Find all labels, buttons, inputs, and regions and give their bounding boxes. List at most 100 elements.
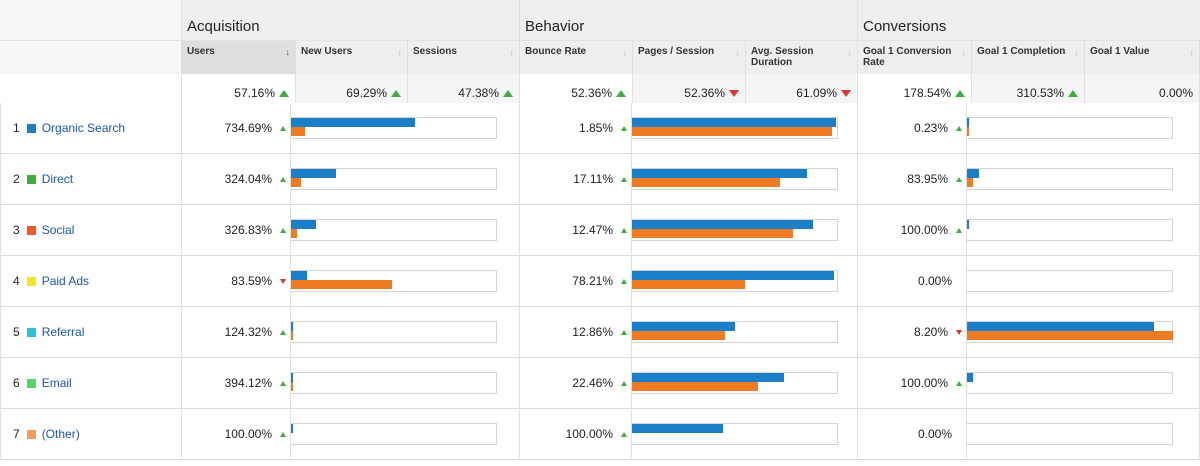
total-value-text: 57.16% [234, 86, 275, 100]
trend-down-icon [956, 330, 962, 336]
table-row: 7 (Other) 100.00% 100.00% 0.00% [0, 409, 1200, 460]
column-header-goal-1-conversion-rate[interactable]: Goal 1 Conversion Rate ↓ [858, 40, 972, 74]
bar-frame [291, 168, 497, 190]
column-header-goal-1-value[interactable]: Goal 1 Value ↓ [1085, 40, 1200, 74]
bar-previous [291, 280, 392, 289]
sort-icon[interactable]: ↓ [622, 47, 628, 57]
table-row: 5 Referral 124.32% 12.86% 8.20% [0, 307, 1200, 358]
column-header-users[interactable]: Users ↓ [182, 40, 296, 74]
sort-icon[interactable]: ↓ [847, 47, 853, 57]
channel-link[interactable]: Paid Ads [41, 274, 90, 288]
beh-value-cell: 17.11% [520, 154, 632, 205]
conv-value: 100.00% [900, 223, 948, 237]
sort-icon[interactable]: ↓ [1189, 47, 1195, 57]
bar-current [632, 373, 784, 382]
acq-bar-cell [291, 256, 520, 307]
row-label: 5 Referral [0, 307, 182, 358]
total-value: 52.36% [520, 74, 633, 103]
row-label: 2 Direct [0, 154, 182, 205]
total-value: 69.29% [296, 74, 408, 103]
conv-value-cell: 100.00% [858, 358, 967, 409]
column-header-goal-1-completion[interactable]: Goal 1 Completion ↓ [972, 40, 1085, 74]
acq-bar-cell [291, 409, 520, 460]
beh-value-cell: 100.00% [520, 409, 632, 460]
beh-bar-cell [632, 409, 858, 460]
column-header-pages-session[interactable]: Pages / Session ↓ [633, 40, 746, 74]
trend-up-icon [621, 279, 627, 285]
channel-color-swatch [26, 277, 36, 286]
trend-up-icon [503, 90, 513, 98]
sort-icon[interactable]: ↓ [1074, 47, 1080, 57]
conv-bar-cell [967, 409, 1200, 460]
sort-desc-icon[interactable]: ↓ [285, 47, 291, 57]
beh-value: 12.86% [572, 325, 613, 339]
beh-value: 78.21% [572, 274, 613, 288]
acq-value-cell: 326.83% [182, 205, 291, 256]
row-label: 1 Organic Search [0, 103, 182, 154]
beh-value: 22.46% [572, 376, 613, 390]
channel-color-swatch [26, 124, 36, 133]
bar-current [291, 220, 316, 229]
conv-bar-cell [967, 154, 1200, 205]
acq-value: 394.12% [224, 376, 272, 390]
bar-frame [967, 219, 1173, 241]
total-value-text: 61.09% [796, 86, 837, 100]
bar-frame [967, 270, 1173, 292]
sort-icon[interactable]: ↓ [509, 47, 515, 57]
bar-current [632, 118, 836, 127]
trend-up-icon [280, 228, 286, 234]
trend-up-icon [621, 330, 627, 336]
acq-bar-cell [291, 358, 520, 409]
table-row: 2 Direct 324.04% 17.11% 83.95% [0, 154, 1200, 205]
sort-icon[interactable]: ↓ [961, 47, 967, 57]
total-value-text: 0.00% [1158, 86, 1193, 100]
bar-previous [291, 382, 293, 391]
bar-current [291, 118, 415, 127]
channel-link[interactable]: Organic Search [41, 121, 126, 135]
conv-value-cell: 100.00% [858, 205, 967, 256]
channel-link[interactable]: Referral [41, 325, 85, 339]
bar-current [967, 373, 973, 382]
total-value-text: 69.29% [346, 86, 387, 100]
column-header-bounce-rate[interactable]: Bounce Rate ↓ [520, 40, 633, 74]
table-row: 3 Social 326.83% 12.47% 100.00% [0, 205, 1200, 256]
sort-icon[interactable]: ↓ [735, 47, 741, 57]
channel-color-swatch [26, 226, 36, 235]
total-value: 310.53% [972, 74, 1085, 103]
acq-value: 324.04% [224, 172, 272, 186]
beh-value-cell: 1.85% [520, 103, 632, 154]
bar-previous [291, 331, 293, 340]
conv-bar-cell [967, 358, 1200, 409]
conv-value: 100.00% [900, 376, 948, 390]
beh-value: 12.47% [572, 223, 613, 237]
column-header-new-users[interactable]: New Users ↓ [296, 40, 408, 74]
total-value: 61.09% [746, 74, 858, 103]
row-index: 3 [13, 223, 20, 237]
column-header-row: Users ↓ New Users ↓ Sessions ↓ Bounce Rate ↓ Pag… [0, 40, 1200, 74]
channel-link[interactable]: Social [41, 223, 75, 237]
beh-value-cell: 78.21% [520, 256, 632, 307]
bar-frame [291, 321, 497, 343]
total-value: 0.00% [1085, 74, 1200, 103]
conv-value-cell: 8.20% [858, 307, 967, 358]
channel-link[interactable]: (Other) [41, 427, 80, 441]
channel-link[interactable]: Direct [41, 172, 74, 186]
column-header-label: New Users [301, 46, 353, 57]
channel-link[interactable]: Email [41, 376, 72, 390]
column-header-avg-session-duration[interactable]: Avg. Session Duration ↓ [746, 40, 858, 74]
row-index: 5 [13, 325, 20, 339]
bar-previous [291, 178, 301, 187]
bar-previous [967, 127, 969, 136]
column-header-label: Sessions [413, 46, 457, 57]
trend-up-icon [621, 228, 627, 234]
bar-previous [632, 382, 758, 391]
trend-down-icon [729, 90, 739, 98]
sort-icon[interactable]: ↓ [397, 47, 403, 57]
column-header-sessions[interactable]: Sessions ↓ [408, 40, 520, 74]
table-row: 1 Organic Search 734.69% 1.85% 0.23% [0, 103, 1200, 154]
bar-current [291, 169, 336, 178]
trend-up-icon [1068, 90, 1078, 98]
acq-value: 124.32% [224, 325, 272, 339]
bar-previous [632, 229, 793, 238]
trend-up-icon [616, 90, 626, 98]
